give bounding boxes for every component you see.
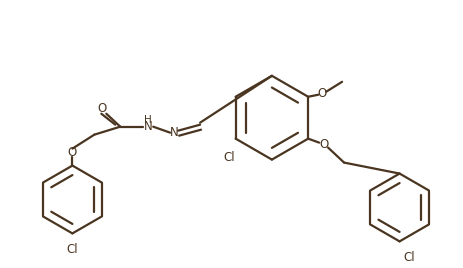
Text: H: H bbox=[144, 115, 152, 125]
Text: Cl: Cl bbox=[67, 243, 78, 256]
Text: O: O bbox=[319, 138, 328, 151]
Text: N: N bbox=[169, 126, 178, 139]
Text: O: O bbox=[317, 87, 326, 100]
Text: O: O bbox=[98, 102, 107, 115]
Text: O: O bbox=[68, 146, 77, 159]
Text: Cl: Cl bbox=[223, 151, 235, 164]
Text: N: N bbox=[144, 120, 152, 133]
Text: Cl: Cl bbox=[403, 251, 414, 264]
